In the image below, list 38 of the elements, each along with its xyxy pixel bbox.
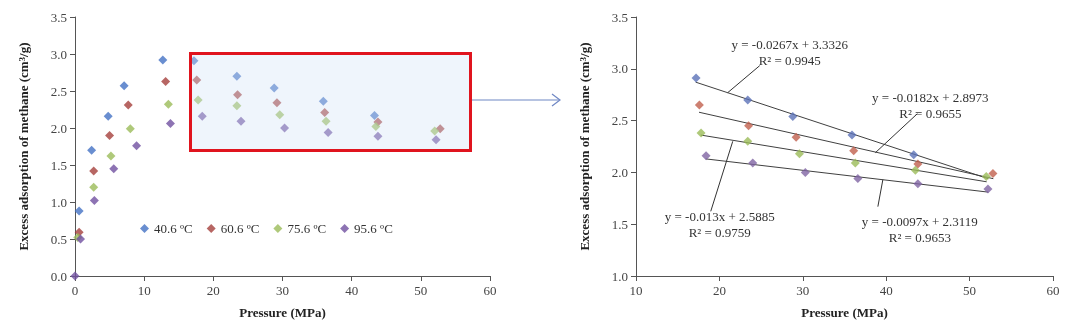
- x-tick-label: 20: [206, 283, 220, 298]
- y-tick-label: 1.5: [50, 157, 67, 173]
- x-tick-label: 50: [963, 283, 977, 298]
- x-tick-label: 10: [629, 283, 643, 298]
- y-axis-title: Excess adsorption of methane (cm3/g): [577, 42, 592, 251]
- y-tick-label: 1.0: [611, 268, 628, 284]
- y-tick-label: 0.0: [50, 268, 67, 284]
- x-tick-label: 40: [879, 283, 893, 298]
- legend-label: 60.6 ºC: [220, 221, 260, 236]
- y-tick-label: 3.0: [611, 61, 628, 77]
- x-axis-title: Pressure (MPa): [239, 305, 326, 320]
- legend-label: 40.6 ºC: [154, 221, 193, 236]
- x-axis-title: Pressure (MPa): [801, 305, 888, 320]
- x-tick-label: 60: [483, 283, 497, 298]
- y-tick-label: 3.5: [611, 9, 628, 25]
- y-tick-label: 1.0: [50, 194, 67, 210]
- x-tick-label: 60: [1046, 283, 1060, 298]
- y-tick-label: 3.5: [50, 9, 67, 25]
- x-tick-label: 20: [712, 283, 726, 298]
- y-tick-label: 2.0: [611, 164, 628, 180]
- annotation: y = -0.0097x + 2.3119 R² = 0.9653: [861, 214, 978, 246]
- y-tick-label: 3.0: [50, 46, 67, 62]
- legend-label: 95.6 ºC: [354, 221, 393, 236]
- x-tick-label: 50: [414, 283, 428, 298]
- x-tick-label: 0: [71, 283, 79, 298]
- y-tick-label: 2.5: [611, 113, 628, 129]
- y-tick-label: 0.5: [50, 231, 67, 247]
- annotation: y = -0.0267x + 3.3326 R² = 0.9945: [731, 37, 849, 69]
- x-tick-label: 10: [137, 283, 151, 298]
- x-tick-label: 30: [796, 283, 810, 298]
- y-axis-title: Excess adsorption of methane (cm3/g): [16, 42, 31, 251]
- x-tick-label: 30: [276, 283, 289, 298]
- x-tick-label: 40: [345, 283, 359, 298]
- legend-label: 75.6 ºC: [287, 221, 327, 236]
- y-tick-label: 1.5: [611, 216, 628, 232]
- y-tick-label: 2.5: [50, 83, 67, 99]
- y-tick-label: 2.0: [50, 120, 67, 136]
- annotation: y = -0.013x + 2.5885 R² = 0.9759: [664, 208, 775, 240]
